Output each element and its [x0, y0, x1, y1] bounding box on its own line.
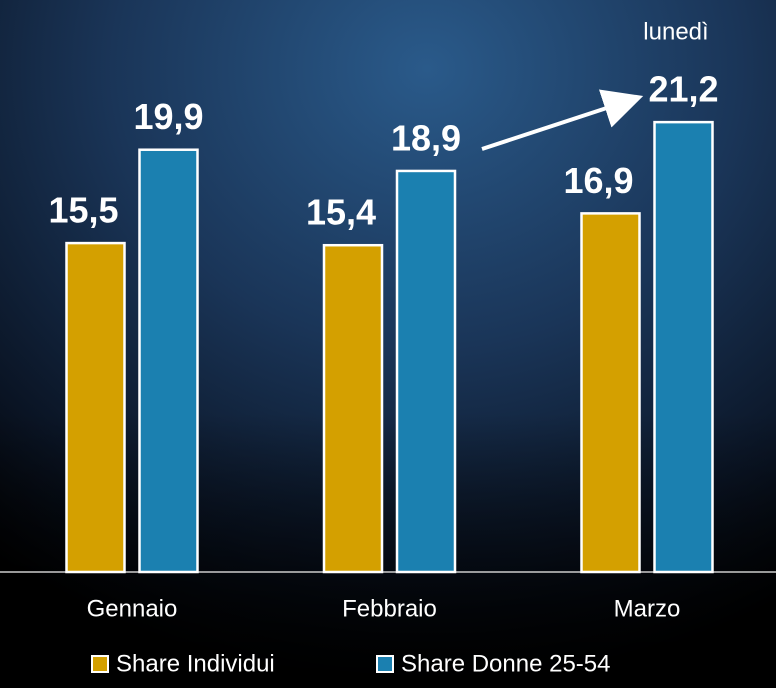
bar — [65, 241, 126, 574]
legend-label: Share Donne 25-54 — [401, 650, 610, 677]
bar — [653, 120, 714, 574]
legend-swatch — [376, 655, 394, 673]
x-tick-label: Gennaio — [87, 595, 178, 622]
x-tick-label: Marzo — [614, 595, 681, 622]
bar — [138, 148, 199, 574]
value-label: 16,9 — [563, 160, 633, 201]
value-label: 15,5 — [48, 190, 118, 231]
bar — [580, 212, 641, 574]
value-label: 19,9 — [133, 96, 203, 137]
annotation: lunedì — [643, 18, 708, 45]
x-tick-label: Febbraio — [342, 595, 437, 622]
bar — [395, 169, 457, 574]
value-label: 15,4 — [306, 192, 376, 233]
value-label: 18,9 — [391, 117, 461, 158]
annotation-arrow — [481, 89, 644, 151]
legend-swatch — [91, 655, 109, 673]
legend-label: Share Individui — [116, 650, 275, 677]
value-label: 21,2 — [648, 69, 718, 110]
bar — [322, 243, 384, 574]
